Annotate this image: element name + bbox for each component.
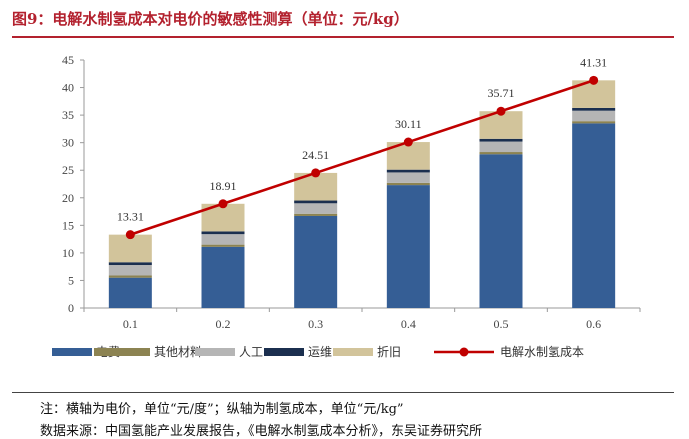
figure-source: 数据来源：中国氢能产业发展报告，《电解水制氢成本分析》，东吴证券研究所 <box>40 424 483 439</box>
data-label: 18.91 <box>210 179 237 193</box>
x-tick-label: 0.2 <box>216 317 231 331</box>
bar-segment <box>201 246 245 308</box>
legend-label: 电解水制氢成本 <box>500 344 584 359</box>
data-label: 35.71 <box>488 86 515 100</box>
bar-segment <box>201 234 245 245</box>
bar-segment <box>572 123 616 308</box>
y-tick-label: 40 <box>62 81 74 95</box>
footer-rule <box>12 392 674 393</box>
figure-title: 图9：电解水制氢成本对电价的敏感性测算（单位：元/kg） <box>12 10 409 28</box>
y-tick-label: 10 <box>62 246 74 260</box>
bar-segment <box>108 262 152 266</box>
x-tick-label: 0.1 <box>123 317 138 331</box>
y-tick-label: 45 <box>62 53 74 67</box>
bar-segment <box>294 213 338 216</box>
bar-segment <box>572 110 616 122</box>
bar-segment <box>386 185 430 308</box>
cost-point <box>496 106 506 116</box>
legend-label: 人工 <box>239 345 263 359</box>
legend-swatch <box>333 348 373 356</box>
cost-point <box>218 199 228 209</box>
legend-label: 折旧 <box>377 344 401 359</box>
cost-point <box>403 137 413 147</box>
cost-point <box>311 168 321 178</box>
bar-segment <box>386 169 430 173</box>
y-tick-label: 5 <box>68 273 74 287</box>
legend-label: 运维 <box>308 345 332 359</box>
cost-point <box>125 230 135 240</box>
y-tick-label: 35 <box>62 108 74 122</box>
bar-segment <box>108 265 152 276</box>
cost-point <box>589 75 599 85</box>
x-tick-label: 0.4 <box>401 317 416 331</box>
y-tick-label: 25 <box>62 163 74 177</box>
bar-segment <box>108 275 152 278</box>
y-tick-label: 20 <box>62 191 74 205</box>
legend-label: 其他材料 <box>154 345 202 359</box>
legend-marker <box>459 347 469 357</box>
bar-segment <box>479 138 523 142</box>
y-tick-label: 30 <box>62 136 74 150</box>
legend-swatch <box>195 348 235 356</box>
x-tick-label: 0.5 <box>494 317 509 331</box>
x-tick-label: 0.6 <box>586 317 601 331</box>
bar-segment <box>479 152 523 155</box>
bar-segment <box>108 277 152 308</box>
bar-segment <box>572 121 616 124</box>
data-label: 41.31 <box>580 55 607 69</box>
bar-segment <box>294 200 338 204</box>
bar-segment <box>386 182 430 186</box>
bar-segment <box>201 244 245 247</box>
bar-segment <box>294 203 338 214</box>
data-label: 24.51 <box>302 148 329 162</box>
y-tick-label: 0 <box>68 301 74 315</box>
bar-segment <box>572 107 616 111</box>
bar-segment <box>386 172 430 183</box>
x-tick-label: 0.3 <box>308 317 323 331</box>
legend-swatch <box>264 348 304 356</box>
data-label: 13.31 <box>117 210 144 224</box>
data-label: 30.11 <box>395 117 422 131</box>
stacked-bar-line-chart: 0 5 10 15 20 25 30 35 40 45 0.1 0.2 0.3 0.4 0.5 0.6 13.3… <box>52 53 641 359</box>
cost-line <box>129 79 595 236</box>
bar-segment <box>479 141 523 153</box>
bar-segment <box>201 231 245 235</box>
bar-segment <box>108 234 152 263</box>
y-tick-label: 15 <box>62 218 74 232</box>
title-rule <box>12 36 674 38</box>
bar-segment <box>294 215 338 308</box>
figure-note: 注：横轴为电价，单位“元/度”；纵轴为制氢成本，单位“元/kg” <box>40 402 404 417</box>
legend-swatch <box>52 348 92 356</box>
legend-swatch <box>94 348 150 356</box>
bar-segment <box>479 154 523 308</box>
